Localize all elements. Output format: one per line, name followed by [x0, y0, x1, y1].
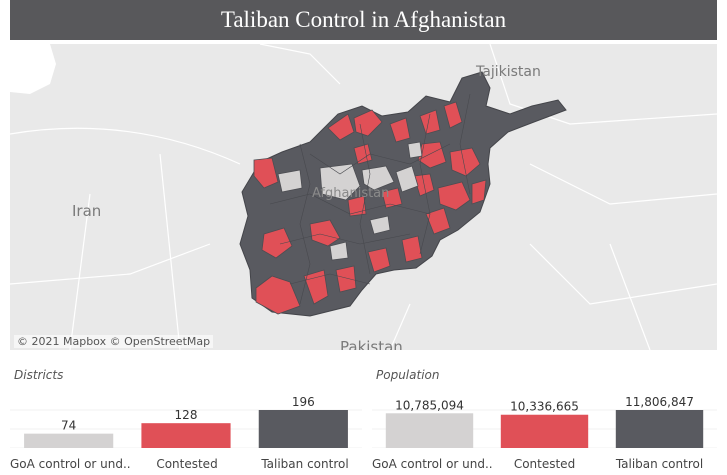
population-cat-contested: Contested: [513, 457, 576, 471]
label-afghanistan: Afghanistan: [312, 186, 390, 201]
population-value-label: 10,785,094: [395, 398, 464, 412]
population-cat-taliban: Taliban control: [615, 457, 704, 471]
title-bar: Taliban Control in Afghanistan: [10, 0, 717, 40]
districts-cat-goa: GoA control or und..: [10, 457, 131, 471]
districts-bar[interactable]: [24, 433, 114, 448]
water-body: [10, 44, 56, 94]
taliban-region[interactable]: [239, 71, 567, 317]
districts-bar[interactable]: [141, 423, 231, 448]
districts-bar[interactable]: [258, 410, 348, 448]
districts-title: Districts: [14, 368, 64, 382]
districts-value-label: 74: [61, 419, 76, 433]
label-iran: Iran: [72, 202, 102, 220]
afghanistan-districts[interactable]: [239, 71, 567, 317]
population-chart-svg: 10,785,094 10,336,665 11,806,847: [372, 395, 717, 448]
population-value-label: 10,336,665: [510, 400, 579, 414]
population-cat-goa: GoA control or und..: [372, 457, 493, 471]
goa-regions[interactable]: [277, 141, 423, 261]
districts-value-label: 196: [292, 395, 315, 409]
population-value-label: 11,806,847: [625, 395, 694, 409]
map-attribution[interactable]: © 2021 Mapbox © OpenStreetMap: [14, 335, 214, 348]
page-title: Taliban Control in Afghanistan: [220, 7, 507, 32]
map-canvas[interactable]: [10, 44, 717, 350]
population-chart: 10,785,094 10,336,665 11,806,847: [372, 392, 717, 448]
population-bar[interactable]: [385, 413, 474, 448]
population-bar[interactable]: [615, 410, 704, 448]
label-tajikistan: Tajikistan: [476, 64, 541, 80]
population-bar[interactable]: [500, 414, 589, 448]
districts-cat-taliban: Taliban control: [261, 457, 349, 471]
districts-chart: 74 128 196: [10, 392, 362, 448]
label-pakistan: Pakistan: [340, 338, 403, 350]
districts-cat-contested: Contested: [156, 457, 218, 471]
districts-value-label: 128: [175, 408, 198, 422]
districts-chart-svg: 74 128 196: [10, 395, 362, 448]
district-borders: [269, 93, 471, 305]
population-title: Population: [376, 368, 440, 382]
map-panel[interactable]: Tajikistan Iran Afghanistan Pakistan © 2…: [10, 44, 717, 350]
